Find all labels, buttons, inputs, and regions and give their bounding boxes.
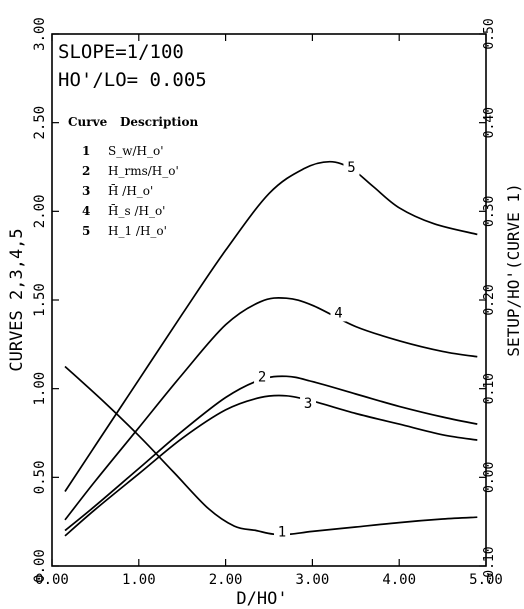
y-left-tick-label: 2.50 bbox=[32, 106, 48, 140]
y-right-tick-label: 0.00 bbox=[482, 462, 497, 493]
y-axis-right-label: SETUP/HO'(CURVE 1) bbox=[504, 183, 523, 356]
series-label-5: 5 bbox=[347, 160, 355, 176]
legend-description-2: H_rms/H_o' bbox=[108, 164, 179, 178]
x-tick-label: 2.00 bbox=[209, 572, 243, 588]
series-label-bg-3 bbox=[300, 393, 317, 412]
series-lines bbox=[64, 160, 478, 537]
series-line-1 bbox=[64, 365, 478, 536]
series-label-bg-2 bbox=[254, 367, 271, 386]
tick-marks bbox=[51, 33, 487, 567]
series-label-bg-5 bbox=[343, 158, 360, 176]
x-tick-label: 0.00 bbox=[35, 572, 69, 588]
y-right-tick-label: 0.30 bbox=[482, 196, 497, 227]
x-tick-label: 3.00 bbox=[296, 572, 330, 588]
series-label-bg-4 bbox=[330, 303, 347, 322]
y-right-tick-label: 0.10 bbox=[482, 373, 497, 404]
legend-id-3: 3 bbox=[82, 184, 90, 198]
y-right-tick-label: -0.10 bbox=[482, 546, 497, 585]
y-left-tick-label: 1.50 bbox=[32, 283, 48, 317]
legend-id-2: 2 bbox=[82, 164, 90, 178]
legend-description-3: H̄ /H_o' bbox=[108, 183, 153, 198]
legend-id-4: 4 bbox=[82, 204, 90, 218]
y-left-tick-label: 1.00 bbox=[32, 372, 48, 406]
x-tick-label: 1.00 bbox=[122, 572, 156, 588]
y-left-tick-label: 0.00 bbox=[32, 549, 48, 583]
legend-header-description: Description bbox=[120, 115, 198, 129]
y-right-tick-label: 0.40 bbox=[482, 107, 497, 138]
series-line-2 bbox=[64, 375, 478, 532]
legend-description-1: S_w/H_o' bbox=[108, 144, 164, 158]
series-label-2: 2 bbox=[258, 369, 266, 385]
y-right-tick-label: 0.20 bbox=[482, 284, 497, 315]
x-tick-label: 4.00 bbox=[382, 572, 416, 588]
tick-labels: 0.00 1.00 2.00 3.00 4.00 5.00 0.00 0.50 1.00 1.50… bbox=[32, 17, 503, 588]
legend-id-5: 5 bbox=[82, 224, 90, 238]
legend-description-5: H_1 /H_o' bbox=[108, 224, 167, 238]
legend-rows: 1 S_w/H_o' 2 H_rms/H_o' 3 H̄ /H_o' 4 H̄_s /H_o'… bbox=[82, 144, 179, 238]
series-label-bg-1 bbox=[274, 522, 291, 541]
legend-description-4: H̄_s /H_o' bbox=[108, 203, 165, 218]
y-left-tick-label: 2.00 bbox=[32, 194, 48, 228]
annotation-steepness: HO'/LO= 0.005 bbox=[58, 69, 207, 91]
series-line-3 bbox=[64, 394, 478, 537]
y-right-tick-label: 0.50 bbox=[482, 18, 497, 49]
series-labels: 1 2 3 4 5 bbox=[254, 158, 360, 541]
series-line-4 bbox=[64, 297, 478, 521]
y-left-tick-label: 0.50 bbox=[32, 460, 48, 494]
series-label-3: 3 bbox=[304, 396, 312, 412]
y-axis-left-label: CURVES 2,3,4,5 bbox=[7, 228, 27, 371]
y-left-tick-label: 3.00 bbox=[32, 17, 48, 51]
legend: Curve Description 1 S_w/H_o' 2 H_rms/H_o' 3 H… bbox=[68, 115, 198, 238]
annotation-slope: SLOPE=1/100 bbox=[58, 41, 184, 63]
x-axis-label: D/HO' bbox=[236, 589, 287, 609]
series-label-1: 1 bbox=[278, 524, 286, 540]
legend-header-curve: Curve bbox=[68, 115, 108, 129]
series-line-5 bbox=[64, 160, 478, 492]
legend-id-1: 1 bbox=[82, 144, 90, 158]
series-label-4: 4 bbox=[334, 305, 342, 321]
x-tick-label: 5.00 bbox=[469, 572, 503, 588]
